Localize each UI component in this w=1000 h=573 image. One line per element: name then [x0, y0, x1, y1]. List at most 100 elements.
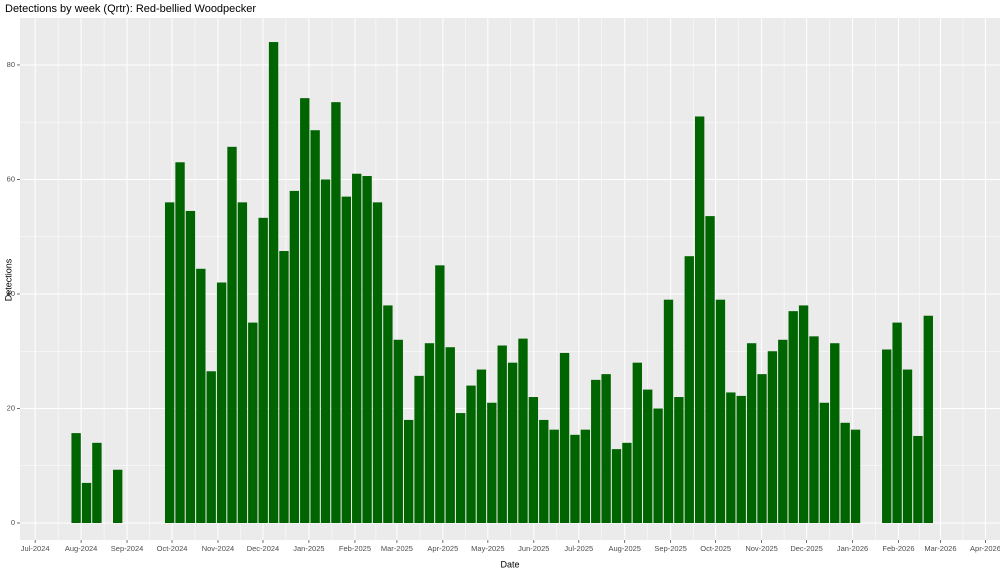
y-tick-label: 0 [11, 518, 15, 527]
bar [289, 190, 300, 523]
bar [196, 268, 206, 523]
bar [113, 469, 123, 523]
x-tick-label: Nov-2024 [202, 544, 235, 553]
bar [663, 299, 674, 523]
bar [892, 322, 902, 523]
bar [882, 349, 892, 523]
bar [466, 385, 476, 523]
bar [403, 419, 414, 523]
x-tick-label: Apr-2026 [970, 544, 1000, 553]
bar [559, 352, 570, 523]
bar [715, 299, 726, 523]
bar [549, 429, 559, 523]
x-axis-title: Date [500, 559, 519, 569]
bar [746, 343, 757, 523]
bar [570, 434, 580, 523]
bar [393, 339, 403, 523]
x-tick-label: Apr-2025 [427, 544, 458, 553]
bar [757, 374, 767, 523]
x-tick-label: Jul-2024 [21, 544, 50, 553]
bar [902, 369, 913, 523]
bar [476, 369, 487, 523]
bar [528, 397, 539, 523]
x-tick-label: Nov-2025 [745, 544, 778, 553]
y-tick-label: 40 [7, 289, 15, 298]
x-tick-label: Feb-2025 [339, 544, 371, 553]
bar [279, 251, 289, 523]
x-tick-label: Dec-2025 [790, 544, 823, 553]
bar [362, 176, 372, 523]
x-tick-label: Sep-2025 [654, 544, 687, 553]
bar [216, 282, 227, 523]
bar [705, 216, 715, 523]
bar [632, 362, 642, 523]
x-tick-label: Mar-2025 [381, 544, 413, 553]
chart-title: Detections by week (Qrtr): Red-bellied W… [5, 3, 256, 15]
x-tick-label: Dec-2024 [247, 544, 280, 553]
bar [913, 435, 923, 523]
bar [539, 419, 549, 523]
bar [455, 413, 466, 523]
bar [778, 339, 788, 523]
x-tick-label: Jun-2025 [518, 544, 549, 553]
bar [237, 202, 248, 523]
bar [507, 362, 518, 523]
bar [850, 429, 861, 523]
x-tick-label: May-2025 [471, 544, 504, 553]
bar [830, 343, 840, 523]
bar [684, 256, 694, 523]
bar [175, 162, 185, 523]
bar [726, 392, 736, 523]
bar [248, 322, 258, 523]
x-tick-label: Mar-2026 [924, 544, 956, 553]
bar [206, 371, 216, 523]
x-tick-label: Jul-2025 [564, 544, 593, 553]
bar [798, 305, 809, 523]
bar [435, 265, 445, 523]
bar [81, 482, 92, 523]
bar [310, 130, 320, 523]
x-tick-label: Oct-2024 [157, 544, 188, 553]
y-tick-label: 20 [7, 403, 15, 412]
bar [694, 116, 705, 523]
bar [923, 315, 933, 523]
bar [268, 42, 279, 523]
bar [809, 336, 819, 523]
bar [497, 345, 507, 523]
bar [300, 98, 310, 523]
bar [258, 217, 268, 523]
bar [611, 449, 622, 523]
bar [320, 179, 331, 523]
bar [580, 429, 591, 523]
bar [352, 173, 362, 523]
y-tick-label: 80 [7, 60, 15, 69]
bar [341, 196, 351, 523]
bar [424, 343, 435, 523]
x-tick-label: Oct-2025 [700, 544, 731, 553]
bar [601, 374, 611, 523]
bar [71, 433, 81, 523]
bar [445, 347, 455, 523]
bar [788, 311, 798, 523]
bar [591, 379, 601, 523]
bar [92, 442, 102, 523]
y-axis-title: Detections [3, 258, 13, 301]
bar [622, 442, 632, 523]
bar [653, 408, 663, 523]
x-tick-label: Jan-2026 [837, 544, 868, 553]
bar [331, 102, 341, 523]
bar [487, 402, 497, 523]
bar [767, 351, 778, 523]
bar [674, 397, 684, 523]
bar [643, 389, 653, 523]
bar [372, 202, 383, 523]
x-tick-label: Sep-2024 [111, 544, 144, 553]
x-tick-label: Feb-2026 [882, 544, 914, 553]
x-tick-label: Aug-2025 [608, 544, 641, 553]
x-tick-label: Jan-2025 [293, 544, 324, 553]
bar [819, 402, 830, 523]
bar [518, 338, 528, 523]
x-tick-label: Aug-2024 [65, 544, 98, 553]
bar [227, 146, 237, 523]
